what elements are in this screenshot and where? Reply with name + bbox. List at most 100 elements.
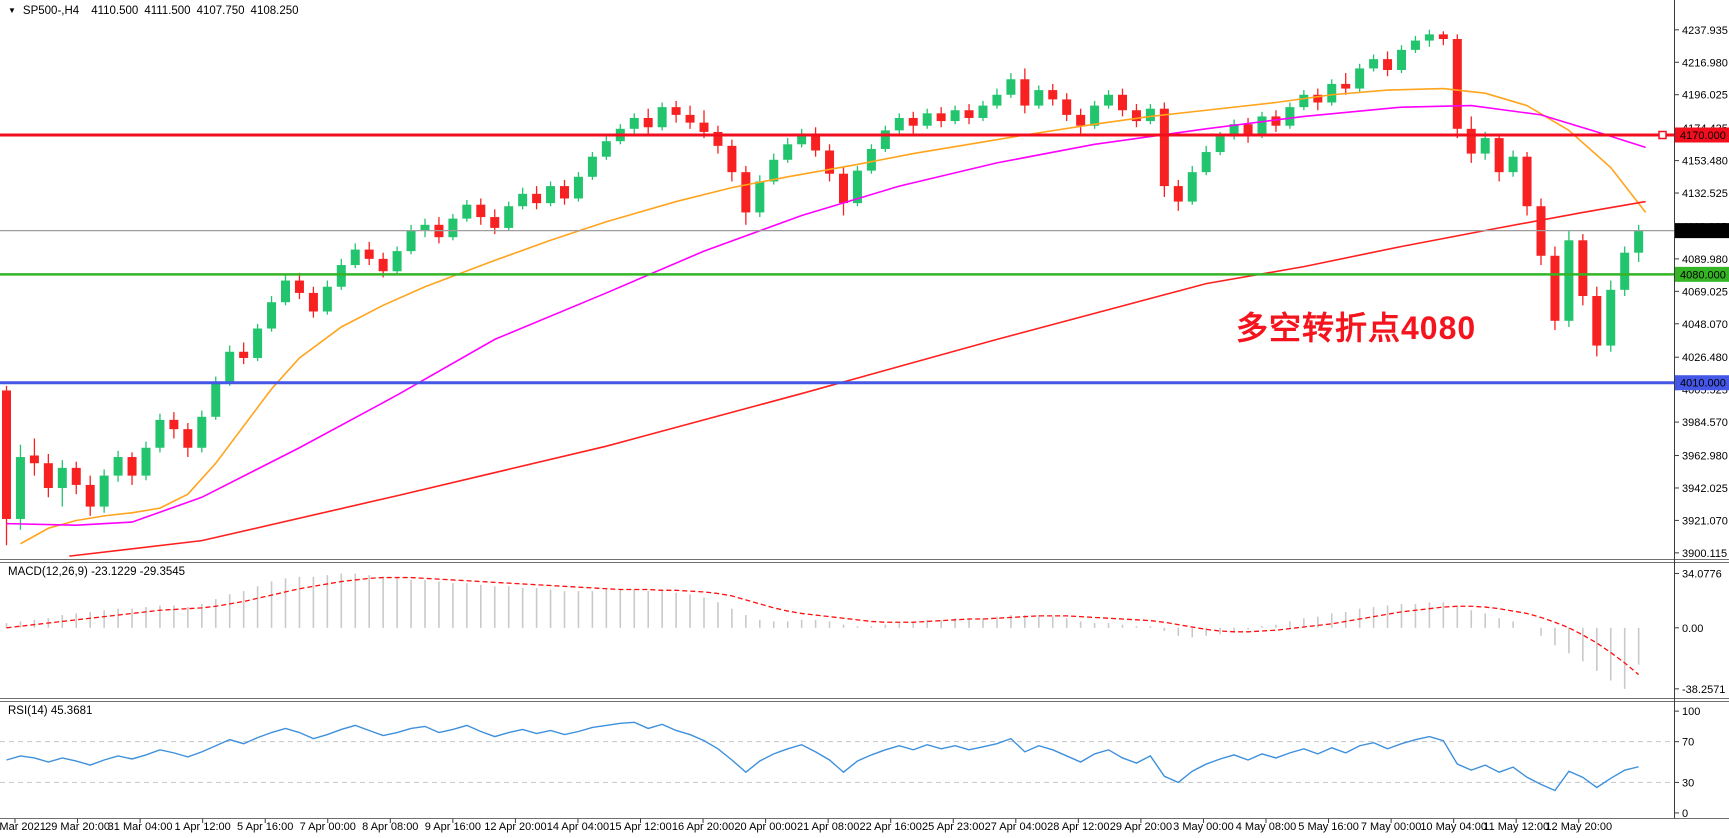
- time-axis-label: 11 May 12:00: [1483, 821, 1550, 833]
- time-axis-label: 8 Apr 08:00: [362, 821, 419, 833]
- time-axis-label: 16 Apr 20:00: [671, 821, 735, 833]
- rsi-tick-label: 70: [1682, 737, 1694, 749]
- candle-body: [894, 117, 904, 131]
- symbol-label: SP500-,H4: [22, 5, 80, 17]
- current-price-box: [1674, 223, 1729, 239]
- time-axis-label: 5 Apr 16:00: [237, 821, 294, 833]
- candle-body: [1508, 156, 1518, 173]
- candle-body: [29, 455, 39, 464]
- candle-body: [1466, 128, 1476, 154]
- candle-body: [197, 416, 207, 448]
- time-axis-label: 15 Apr 12:00: [609, 821, 672, 833]
- candle-body: [936, 113, 946, 122]
- candle-body: [713, 131, 723, 146]
- candle-body: [797, 133, 807, 145]
- ma-fast-line-group: [20, 87, 1647, 545]
- candle-body: [225, 351, 235, 383]
- ma-mid-line-group: [6, 104, 1646, 526]
- rsi-line: [6, 721, 1639, 792]
- chevron-down-icon[interactable]: ▼: [8, 6, 16, 15]
- time-axis-label: 29 Mar 20:00: [45, 821, 110, 833]
- candle-body: [546, 186, 556, 204]
- open-value: 4110.500: [91, 5, 139, 17]
- price-tick-label: 4026.480: [1682, 352, 1728, 364]
- candle-body: [587, 156, 597, 177]
- time-axis-label: 27 Apr 04:00: [984, 821, 1047, 833]
- candle-body: [1438, 34, 1448, 40]
- candle-body: [1564, 240, 1574, 321]
- time-axis-label: 31 Mar 04:00: [107, 821, 173, 833]
- candle-body: [1145, 108, 1155, 122]
- candle-body: [2, 390, 11, 519]
- candle-body: [406, 230, 416, 252]
- hline-price-box-label: 4170.000: [1680, 130, 1726, 142]
- current-price: 4108.250: [0, 223, 1729, 239]
- macd-tick-label: -38.2571: [1682, 684, 1725, 696]
- price-tick-label: 4153.480: [1682, 156, 1728, 168]
- ma-fast-line: [20, 87, 1647, 545]
- candle-body: [1257, 116, 1267, 136]
- price-axis: 4237.9354216.9804196.0254174.4354153.480…: [1674, 25, 1728, 560]
- time-axis-label: 25 Apr 23:00: [922, 821, 985, 833]
- candle-body: [852, 170, 862, 204]
- indicator-axes: 34.0776 0.00 -38.2571 100 70 30 0: [1674, 568, 1725, 820]
- symbol-ohlc-row: ▼ SP500-,H4 4110.500 4111.500 4107.750 4108.2…: [8, 5, 305, 17]
- time-axis-label: 12 Apr 20:00: [484, 821, 547, 833]
- candle-body: [1159, 108, 1169, 187]
- candle-body: [1118, 94, 1127, 111]
- candle-body: [1076, 114, 1086, 126]
- hline-drag-marker[interactable]: [1658, 130, 1667, 140]
- candle-body: [1299, 94, 1309, 108]
- candle-body: [1369, 59, 1379, 69]
- candle-body: [992, 94, 1002, 106]
- price-tick-label: 3984.570: [1682, 417, 1728, 429]
- candle-body: [183, 429, 193, 448]
- horizontal-lines[interactable]: 4170.000 4080.000 4010.000: [0, 127, 1729, 391]
- macd-tick-label: 34.0776: [1682, 568, 1722, 580]
- candle-body: [71, 467, 81, 485]
- macd-histogram: [5, 573, 1640, 689]
- high-value: 4111.500: [144, 5, 191, 17]
- candle-body: [950, 110, 960, 122]
- candle-body: [15, 457, 25, 519]
- candle-body: [1452, 39, 1462, 129]
- candle-body: [811, 133, 821, 151]
- macd-tick-label: 0.00: [1682, 623, 1703, 635]
- candle-body: [908, 117, 918, 126]
- time-axis-label: 7 May 00:00: [1360, 821, 1422, 833]
- candle-body: [1550, 255, 1560, 321]
- candle-body: [1048, 90, 1058, 100]
- candle-body: [294, 280, 304, 293]
- candle-body: [922, 113, 932, 126]
- candle-body: [1410, 40, 1420, 50]
- candle-body: [1006, 79, 1016, 95]
- price-tick-label: 3900.115: [1682, 548, 1727, 560]
- candle-body: [1090, 105, 1100, 126]
- candle-body: [1243, 124, 1253, 136]
- candle-body: [420, 224, 430, 231]
- time-axis-label: 3 May 00:00: [1173, 821, 1234, 833]
- candle-body: [727, 145, 737, 173]
- candle-body: [741, 172, 751, 213]
- candle-body: [155, 419, 165, 448]
- candle-body: [504, 206, 514, 228]
- candle-body: [769, 159, 779, 182]
- price-tick-label: 3942.025: [1682, 483, 1728, 495]
- hline-price-box-label: 4010.000: [1680, 378, 1726, 390]
- candle-body: [253, 328, 263, 358]
- time-axis-label: 20 Apr 00:00: [734, 821, 797, 833]
- chart-annotation-text[interactable]: 多空转折点4080: [1236, 310, 1477, 346]
- ma-mid-line: [6, 104, 1646, 526]
- candle-body: [880, 130, 890, 149]
- candle-body: [699, 122, 709, 132]
- time-axis-label: 7 Apr 00:00: [299, 821, 356, 833]
- candle-body: [643, 117, 653, 128]
- candle-body: [1606, 289, 1616, 346]
- candle-body: [1592, 296, 1602, 346]
- candle-body: [141, 447, 151, 476]
- candle-body: [322, 286, 332, 312]
- candle-body: [1229, 124, 1239, 137]
